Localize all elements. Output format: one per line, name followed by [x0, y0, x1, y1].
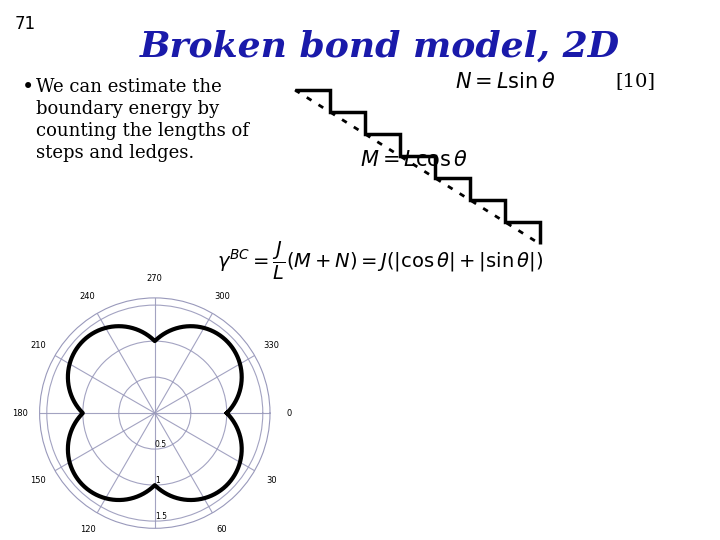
Text: [10]: [10] [615, 72, 655, 90]
Text: 71: 71 [15, 15, 36, 33]
Text: $\gamma^{BC} = \dfrac{J}{L}(M + N) = J(|\cos\theta| + |\sin\theta|)$: $\gamma^{BC} = \dfrac{J}{L}(M + N) = J(|… [217, 240, 543, 282]
Text: $N = L\sin\theta$: $N = L\sin\theta$ [455, 72, 556, 92]
Text: We can estimate the: We can estimate the [36, 78, 222, 96]
Text: •: • [22, 78, 35, 97]
Text: boundary energy by: boundary energy by [36, 100, 219, 118]
Text: counting the lengths of: counting the lengths of [36, 122, 249, 140]
Text: Broken bond model, 2D: Broken bond model, 2D [140, 30, 620, 64]
Text: steps and ledges.: steps and ledges. [36, 144, 194, 162]
Text: $M = L\cos\theta$: $M = L\cos\theta$ [360, 150, 468, 170]
